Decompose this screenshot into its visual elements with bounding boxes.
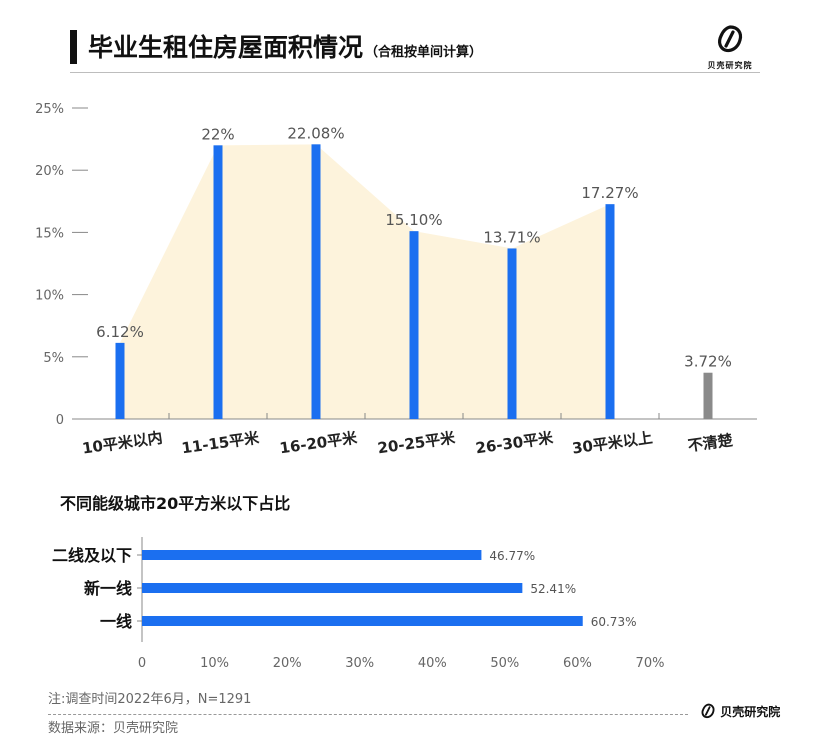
footer-brand: 贝壳研究院 xyxy=(700,703,780,720)
title-accent-bar xyxy=(70,30,77,64)
bar-value-label: 15.10% xyxy=(385,211,442,229)
brand-logo-icon xyxy=(718,25,743,53)
bar xyxy=(142,616,583,626)
footer-divider xyxy=(48,714,688,715)
x-category-label: 30平米以上 xyxy=(571,429,654,458)
y-category-label: 二线及以下 xyxy=(52,546,132,565)
bar xyxy=(703,372,713,419)
area-fill xyxy=(120,144,610,419)
footer-brand-icon xyxy=(701,703,715,719)
y-category-label: 新一线 xyxy=(84,579,132,598)
bar xyxy=(409,231,419,419)
bar xyxy=(311,144,321,419)
x-tick-label: 0 xyxy=(138,656,146,671)
x-tick-label: 20% xyxy=(273,656,302,671)
brand-logo-text: 贝壳研究院 xyxy=(707,61,753,70)
title-text: 毕业生租住房屋面积情况 xyxy=(88,33,364,62)
x-category-label: 不清楚 xyxy=(687,431,735,455)
y-tick-label: 10% xyxy=(35,289,64,304)
bar-value-label: 60.73% xyxy=(591,615,637,629)
footer-source: 数据来源：贝壳研究院 xyxy=(48,721,179,736)
y-tick-label: 20% xyxy=(35,164,64,179)
area-chart-bar-chart: 0 5% 10% 15% 20% 25% 6.12% 10平米以内 22% 11-15平米 22.0… xyxy=(35,102,757,458)
bar xyxy=(142,583,523,593)
header-divider xyxy=(70,72,760,73)
x-category-label: 10平米以内 xyxy=(81,429,164,458)
bar xyxy=(142,550,482,560)
bar-value-label: 13.71% xyxy=(483,228,540,246)
y-tick-label: 15% xyxy=(35,226,64,241)
footer-note: 注:调查时间2022年6月，N=1291 xyxy=(48,692,252,707)
bar-value-label: 6.12% xyxy=(96,323,144,341)
bar xyxy=(507,248,517,419)
x-tick-label: 70% xyxy=(636,656,665,671)
bar xyxy=(605,204,615,419)
y-tick-label: 25% xyxy=(35,102,64,117)
bar-value-label: 17.27% xyxy=(581,184,638,202)
x-category-label: 26-30平米 xyxy=(474,429,555,458)
bar-value-label: 22% xyxy=(201,125,234,143)
bar-value-label: 52.41% xyxy=(530,582,576,596)
bar xyxy=(213,145,223,419)
x-category-label: 20-25平米 xyxy=(376,429,457,458)
x-category-label: 11-15平米 xyxy=(180,429,261,458)
x-category-label: 16-20平米 xyxy=(278,429,359,458)
bar xyxy=(115,342,125,419)
x-tick-label: 10% xyxy=(200,656,229,671)
x-tick-label: 60% xyxy=(563,656,592,671)
chart-subtitle: 不同能级城市20平方米以下占比 xyxy=(60,494,290,513)
title-subtitle: （合租按单间计算） xyxy=(365,45,483,60)
brand-logo: 贝壳研究院 xyxy=(700,24,760,71)
bar-value-label: 3.72% xyxy=(684,353,732,371)
bar-value-label: 46.77% xyxy=(489,549,535,563)
y-tick-label: 0 xyxy=(56,413,64,428)
y-category-label: 一线 xyxy=(100,612,132,631)
footer-brand-text: 贝壳研究院 xyxy=(720,705,781,719)
x-tick-label: 40% xyxy=(418,656,447,671)
page-title: 毕业生租住房屋面积情况 （合租按单间计算） xyxy=(88,28,482,64)
bar-value-label: 22.08% xyxy=(287,124,344,142)
y-tick-label: 5% xyxy=(43,351,64,366)
x-tick-label: 50% xyxy=(490,656,519,671)
x-tick-label: 30% xyxy=(345,656,374,671)
